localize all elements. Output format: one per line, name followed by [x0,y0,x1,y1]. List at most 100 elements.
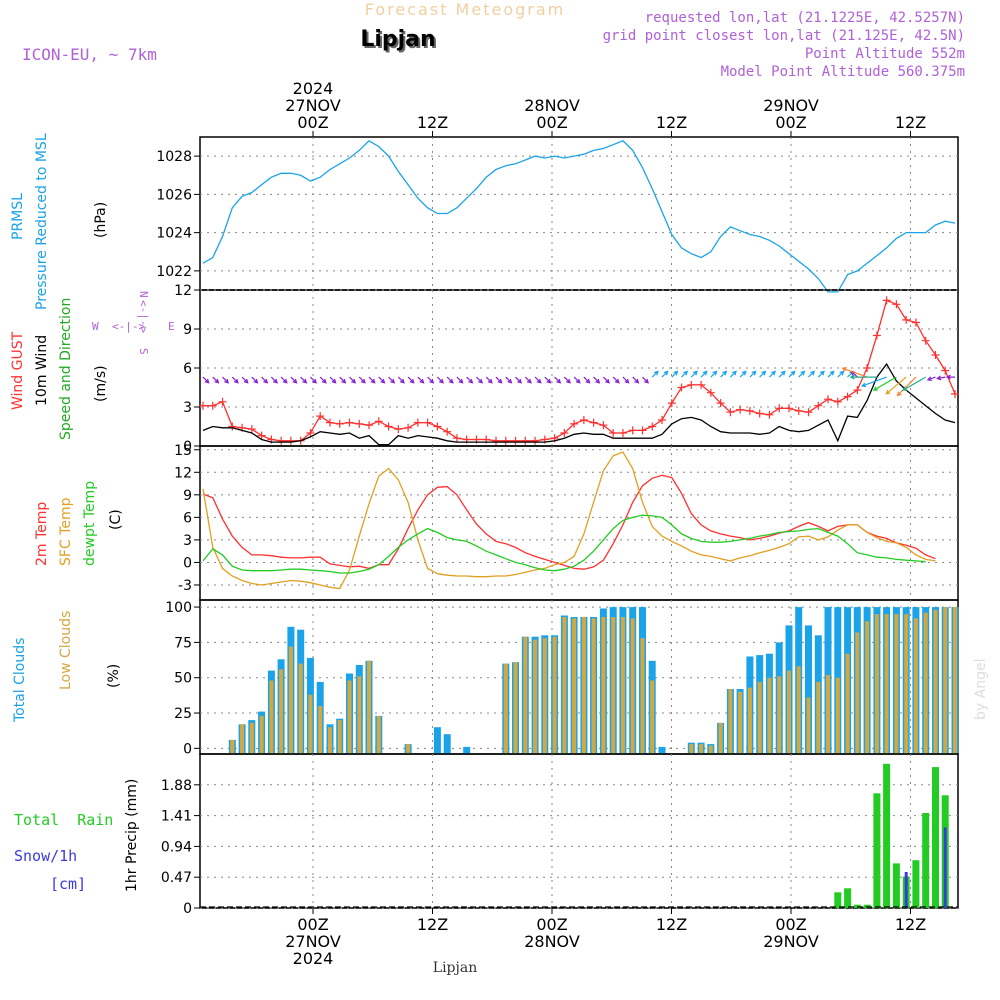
clouds-bar-low-clouds [728,689,733,754]
precip-bar-total-rain [853,904,861,908]
gust-marker [863,364,872,372]
gust-marker [716,399,725,408]
clouds-bar-low-clouds [796,666,801,754]
wind-arrow [861,376,887,388]
clouds-bar-low-clouds [835,677,840,754]
wind-arrow [700,370,708,378]
clouds-bar-low-clouds [591,618,596,754]
wind-arrow [466,376,474,384]
pressure-panel: 1022 1024 1026 1028 [156,136,959,293]
pressure-label-2: Pressure Reduced to MSL [34,133,50,310]
gust-marker [833,397,842,406]
wind-ytick-label: 0 [183,439,192,455]
gust-marker [902,315,911,324]
precip-bar-total-rain [873,793,881,908]
clouds-bar-low-clouds [328,727,332,754]
compass-south: S [137,348,150,355]
wind-arrow [778,370,786,378]
wind-arrow [485,376,493,384]
gust-marker [316,412,325,421]
clouds-bar-low-clouds [855,632,860,754]
clouds-bar-low-clouds [269,680,274,754]
temperature-ytick-label: 12 [174,465,192,481]
gust-marker [921,336,930,345]
gust-marker [794,406,803,415]
clouds-bar-low-clouds [406,744,411,754]
clouds-bar-low-clouds [894,614,899,754]
time-label-bottom: 00Z [775,915,806,934]
wind-arrow [319,376,327,384]
gust-marker [853,386,862,395]
wind-arrow [849,374,877,380]
gust-marker [618,429,627,437]
gust-marker [491,436,500,445]
precip-labels: Total Rain Snow/1h [cm] 1hr Precip (mm) [14,779,140,893]
precip-ytick-label: 0.47 [161,870,192,886]
wind-panel: 0 3 6 9 12 [174,283,959,455]
gust-marker [199,401,207,410]
precip-bar-total-rain [892,863,900,908]
wind-arrow [544,376,552,384]
wind-arrow [446,376,454,384]
wind-arrow [651,370,659,378]
precip-frame [199,753,959,909]
temperature-ytick-label: 9 [183,488,192,504]
wind-arrow [622,376,630,384]
cloud-labels: Total Clouds Low Clouds (%) [12,611,122,723]
precip-ytick-label: 1.88 [161,778,192,794]
time-label-bottom: 12Z [417,915,448,934]
precip-panel: 0 0.47 0.94 1.41 1.88 [161,753,959,917]
clouds-bar-total-clouds [658,746,666,754]
gust-marker [404,423,413,432]
time-label-bottom: 12Z [656,915,687,934]
wind-arrow [222,376,230,384]
clouds-bar-low-clouds [708,745,713,754]
clouds-bar-low-clouds [630,618,635,754]
gust-marker [218,397,227,406]
wind-arrow [212,376,220,384]
gust-label: Wind GUST [10,331,26,410]
gust-marker [286,436,295,445]
wind-arrow [902,376,927,391]
gust-marker [745,406,754,415]
wind-arrow [817,370,825,378]
clouds-bar-low-clouds [640,638,645,754]
wind-unit: (m/s) [93,365,109,402]
wind-arrow [872,376,897,391]
gust-marker [423,418,432,427]
temp-unit: (C) [108,509,124,530]
compass-rose: W <-|-> E N <-|-> S [92,291,175,355]
gust-marker [677,383,686,392]
watermark: by Angel [973,659,989,720]
wind-arrow [505,376,513,384]
gust-marker [433,422,442,431]
wind-arrow [681,370,689,378]
clouds-bar-low-clouds [777,676,782,754]
clouds-bar-low-clouds [933,609,938,754]
wind-arrow [368,376,376,384]
wind-arrow [241,376,249,384]
clouds-bar-low-clouds [259,715,264,754]
temperature-series-dewpt-temp [202,514,926,574]
clouds-bar-low-clouds [513,662,518,754]
gust-marker [911,318,920,327]
speed-dir-label: Speed and Direction [58,298,74,440]
temperature-ytick-label: 0 [183,555,192,571]
wind-arrow [945,374,955,380]
clouds-bar-low-clouds [953,607,957,754]
wind-arrow [827,370,835,378]
gust-marker [931,351,940,359]
clouds-bar-low-clouds [318,706,323,754]
precip-bar-snow-h [943,827,947,908]
clouds-bar-low-clouds [865,621,870,754]
wind-arrow [936,375,946,381]
gust-marker [335,419,344,428]
compass-north: N [137,291,150,298]
total-rain-label: Total Rain [14,811,113,829]
gust-marker [384,422,393,431]
gust-marker [814,401,823,410]
gust-marker [443,427,452,436]
wind-arrow [339,376,347,384]
clouds-bar-low-clouds [288,646,293,754]
wind-arrow [436,376,444,384]
